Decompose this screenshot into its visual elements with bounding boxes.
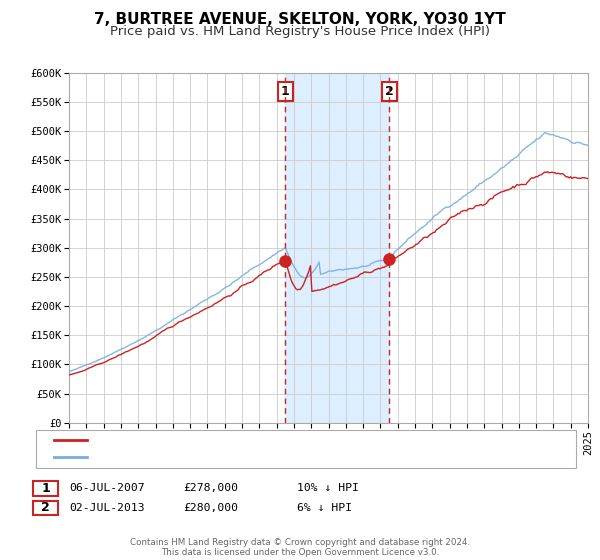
Text: HPI: Average price, detached house, York: HPI: Average price, detached house, York <box>95 452 320 463</box>
Text: 1: 1 <box>281 85 290 98</box>
Text: 02-JUL-2013: 02-JUL-2013 <box>69 503 145 513</box>
Text: 06-JUL-2007: 06-JUL-2007 <box>69 483 145 493</box>
Text: Contains HM Land Registry data © Crown copyright and database right 2024.
This d: Contains HM Land Registry data © Crown c… <box>130 538 470 557</box>
Text: 2: 2 <box>41 501 50 515</box>
Text: 6% ↓ HPI: 6% ↓ HPI <box>297 503 352 513</box>
Text: 1: 1 <box>41 482 50 495</box>
Text: 7, BURTREE AVENUE, SKELTON, YORK, YO30 1YT (detached house): 7, BURTREE AVENUE, SKELTON, YORK, YO30 1… <box>95 435 457 445</box>
Bar <box>285 73 389 423</box>
Text: 2: 2 <box>385 85 394 98</box>
Text: 7, BURTREE AVENUE, SKELTON, YORK, YO30 1YT: 7, BURTREE AVENUE, SKELTON, YORK, YO30 1… <box>94 12 506 27</box>
Text: 10% ↓ HPI: 10% ↓ HPI <box>297 483 359 493</box>
Text: £280,000: £280,000 <box>183 503 238 513</box>
Text: Price paid vs. HM Land Registry's House Price Index (HPI): Price paid vs. HM Land Registry's House … <box>110 25 490 38</box>
Text: £278,000: £278,000 <box>183 483 238 493</box>
